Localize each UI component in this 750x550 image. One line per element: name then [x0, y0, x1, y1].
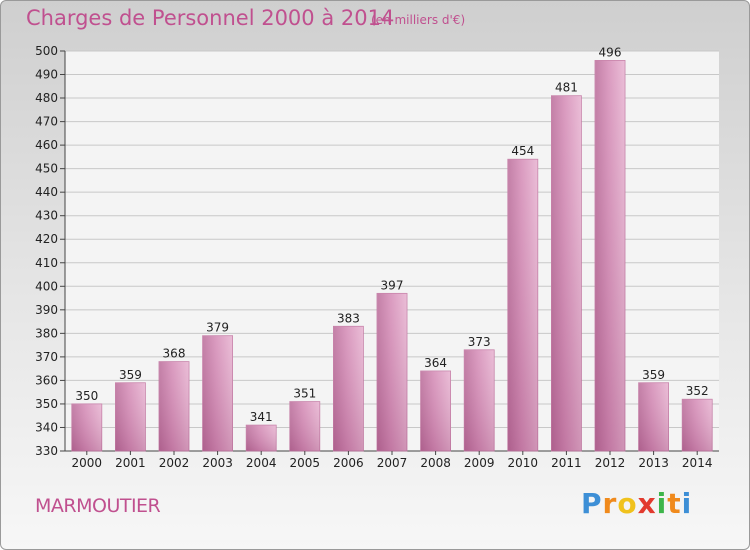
- bar-shade: [595, 60, 625, 451]
- data-label: 350: [75, 389, 98, 403]
- x-tick-label: 2013: [638, 456, 669, 470]
- x-tick-label: 2011: [551, 456, 582, 470]
- data-label: 341: [250, 410, 273, 424]
- logo-letter: o: [617, 487, 638, 520]
- chart-title: Charges de Personnel 2000 à 2014: [26, 6, 395, 30]
- logo-letter: r: [602, 487, 618, 520]
- x-tick-label: 2005: [290, 456, 321, 470]
- x-tick-label: 2007: [377, 456, 408, 470]
- data-label: 359: [119, 368, 142, 382]
- y-tick-label: 340: [35, 420, 58, 434]
- data-label: 379: [206, 321, 229, 335]
- y-tick-label: 440: [35, 185, 58, 199]
- proxiti-logo: Proxiti: [581, 487, 692, 520]
- data-label: 383: [337, 311, 360, 325]
- logo-letter: x: [637, 487, 657, 520]
- bar-shade: [507, 159, 538, 451]
- data-label: 397: [381, 278, 404, 292]
- bar-shade: [289, 401, 320, 451]
- bar-shade: [551, 95, 582, 452]
- data-label: 368: [163, 347, 186, 361]
- y-tick-label: 500: [35, 44, 58, 58]
- logo-letter: i: [681, 487, 693, 520]
- x-tick-label: 2001: [115, 456, 146, 470]
- x-tick-label: 2012: [595, 456, 626, 470]
- logo-letter: t: [667, 487, 682, 520]
- bar-shade: [71, 403, 102, 451]
- data-label: 364: [424, 356, 447, 370]
- y-tick-label: 490: [35, 68, 58, 82]
- data-label: 496: [599, 45, 622, 59]
- chart-subtitle: (en milliers d'€): [371, 13, 466, 27]
- x-tick-label: 2009: [464, 456, 495, 470]
- bar-shade: [115, 382, 146, 451]
- y-tick-label: 450: [35, 162, 58, 176]
- y-tick-label: 360: [35, 373, 58, 387]
- y-tick-label: 350: [35, 397, 58, 411]
- y-tick-label: 480: [35, 91, 58, 105]
- y-tick-label: 370: [35, 350, 58, 364]
- y-tick-label: 430: [35, 209, 58, 223]
- x-tick-label: 2006: [333, 456, 364, 470]
- data-label: 359: [642, 368, 665, 382]
- x-tick-label: 2002: [159, 456, 190, 470]
- x-tick-label: 2008: [420, 456, 451, 470]
- x-tick-label: 2000: [72, 456, 103, 470]
- bar-shade: [202, 335, 233, 451]
- bar-shade: [464, 349, 495, 451]
- y-tick-label: 330: [35, 444, 58, 458]
- commune-name: MARMOUTIER: [35, 495, 161, 517]
- bar-shade: [682, 399, 713, 451]
- y-tick-label: 420: [35, 232, 58, 246]
- bar-shade: [638, 382, 669, 451]
- bar-shade: [159, 361, 189, 451]
- data-label: 373: [468, 335, 491, 349]
- bar-shade: [246, 425, 277, 451]
- y-tick-label: 410: [35, 256, 58, 270]
- y-tick-label: 380: [35, 326, 58, 340]
- data-label: 352: [686, 384, 709, 398]
- data-label: 351: [293, 387, 316, 401]
- y-tick-label: 400: [35, 279, 58, 293]
- data-label: 481: [555, 81, 578, 95]
- y-tick-label: 390: [35, 303, 58, 317]
- x-tick-label: 2004: [246, 456, 277, 470]
- bar-shade: [420, 371, 451, 451]
- logo-letter: P: [581, 487, 603, 520]
- bar-shade: [333, 326, 364, 451]
- x-tick-label: 2010: [508, 456, 539, 470]
- bar-shade: [377, 293, 407, 451]
- y-tick-label: 460: [35, 138, 58, 152]
- y-tick-label: 470: [35, 115, 58, 129]
- data-label: 454: [511, 144, 534, 158]
- x-tick-label: 2014: [682, 456, 713, 470]
- x-tick-label: 2003: [202, 456, 233, 470]
- logo-letter: i: [656, 487, 668, 520]
